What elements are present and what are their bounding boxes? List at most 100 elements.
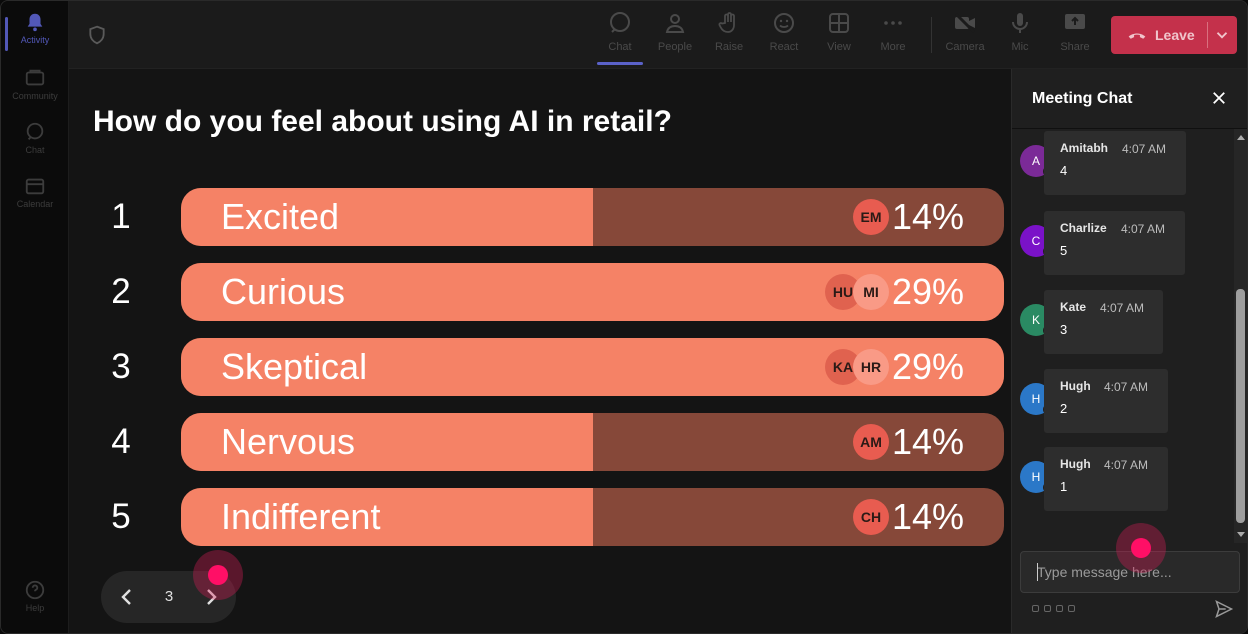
message-sender: Hugh xyxy=(1060,379,1091,393)
cursor-indicator xyxy=(1116,523,1166,573)
scroll-up-arrow-icon[interactable] xyxy=(1236,133,1246,141)
scroll-down-arrow-icon[interactable] xyxy=(1236,531,1246,539)
chevron-right-icon[interactable] xyxy=(199,585,223,609)
result-bar-fill xyxy=(181,488,593,546)
message-body: 4 xyxy=(1060,163,1068,178)
more-button-label: More xyxy=(880,41,906,53)
text-caret xyxy=(1037,563,1038,581)
result-bar-fill xyxy=(181,188,593,246)
message-sender: Amitabh xyxy=(1060,141,1108,155)
message-time: 4:07 AM xyxy=(1122,142,1167,156)
chat-icon xyxy=(26,122,44,140)
option-label: Indifferent xyxy=(221,496,381,537)
close-icon[interactable] xyxy=(1210,89,1228,107)
chat-button-label: Chat xyxy=(608,41,632,53)
voter-avatar[interactable]: MI xyxy=(853,274,889,310)
chat-message-input[interactable] xyxy=(1020,551,1240,593)
rail-item-label: Activity xyxy=(20,35,50,45)
option-percent: 14% xyxy=(891,196,964,237)
rail-item-help[interactable]: Help xyxy=(1,579,69,629)
rail-item-calendar[interactable]: Calendar xyxy=(1,175,69,225)
camera-button-label: Camera xyxy=(945,41,985,53)
gif-icon[interactable] xyxy=(1068,605,1075,612)
people-button[interactable]: People xyxy=(648,11,702,61)
raise-hand-icon xyxy=(718,12,735,33)
raise-hand-button[interactable]: Raise xyxy=(702,11,756,61)
rail-item-label: Help xyxy=(25,603,45,613)
chat-message[interactable]: Kate 4:07 AM 3 xyxy=(1044,290,1163,354)
voter-avatar[interactable]: EM xyxy=(853,199,889,235)
chat-message[interactable]: Charlize 4:07 AM 5 xyxy=(1044,211,1185,275)
avatar-initial: K xyxy=(1031,313,1040,327)
poll-option-row: 3 Skeptical 29% KA HR xyxy=(101,338,1011,396)
message-sender: Kate xyxy=(1060,300,1087,314)
more-dots-icon xyxy=(884,21,902,25)
share-button[interactable]: Share xyxy=(1048,11,1102,61)
message-body: 3 xyxy=(1060,322,1068,337)
emoji-icon xyxy=(774,13,794,33)
voter-avatar[interactable]: HU xyxy=(825,274,861,310)
camera-button[interactable]: Camera xyxy=(938,11,992,61)
send-icon[interactable] xyxy=(1214,599,1234,619)
mic-icon xyxy=(1012,13,1028,33)
chat-message[interactable]: Hugh 4:07 AM 1 xyxy=(1044,447,1168,511)
rail-item-chat[interactable]: Chat xyxy=(1,121,69,171)
rail-item-activity[interactable]: Activity xyxy=(1,11,69,61)
people-icon xyxy=(665,14,685,33)
raise-hand-button-label: Raise xyxy=(714,41,744,53)
leave-button[interactable]: Leave xyxy=(1111,16,1237,54)
toolbar-divider xyxy=(931,17,932,53)
result-bar: Indifferent 14% CH xyxy=(181,488,1004,546)
message-time: 4:07 AM xyxy=(1121,222,1166,236)
chat-bubble-icon xyxy=(610,12,630,33)
message-sender: Hugh xyxy=(1060,457,1091,471)
result-bar-fill xyxy=(181,413,593,471)
view-button-label: View xyxy=(827,41,851,53)
voter-avatar[interactable]: CH xyxy=(853,499,889,535)
chat-message[interactable]: Amitabh 4:07 AM 4 xyxy=(1044,131,1186,195)
message-time: 4:07 AM xyxy=(1104,380,1149,394)
chat-message[interactable]: Hugh 4:07 AM 2 xyxy=(1044,369,1168,433)
rail-item-label: Calendar xyxy=(16,199,54,209)
avatar-initial: A xyxy=(1031,154,1040,168)
result-bar: Skeptical 29% KA HR xyxy=(181,338,1004,396)
bell-icon xyxy=(27,13,43,32)
chat-title: Meeting Chat xyxy=(1032,90,1133,107)
mic-button-label: Mic xyxy=(1011,41,1029,53)
help-icon xyxy=(25,580,45,600)
mic-button[interactable]: Mic xyxy=(993,11,1047,61)
view-button[interactable]: View xyxy=(812,11,866,61)
voter-avatar[interactable]: HR xyxy=(853,349,889,385)
format-icon[interactable] xyxy=(1032,605,1039,612)
voter-avatar[interactable]: AM xyxy=(853,424,889,460)
message-body: 1 xyxy=(1060,479,1068,494)
community-icon xyxy=(25,69,45,86)
option-number: 5 xyxy=(111,497,131,536)
rail-item-label: Community xyxy=(12,91,58,101)
rail-item-community[interactable]: Community xyxy=(1,67,69,117)
chevron-left-icon[interactable] xyxy=(115,585,139,609)
chat-button[interactable]: Chat xyxy=(593,11,647,65)
option-number: 1 xyxy=(111,197,131,236)
option-label: Nervous xyxy=(221,421,356,462)
chevron-down-icon[interactable] xyxy=(1213,26,1231,44)
result-bar: Nervous 14% AM xyxy=(181,413,1004,471)
option-number: 2 xyxy=(111,272,131,311)
more-button[interactable]: More xyxy=(866,11,920,61)
camera-off-icon xyxy=(954,12,976,34)
chat-header: Meeting Chat xyxy=(1012,69,1247,129)
scrollbar-thumb[interactable] xyxy=(1236,289,1245,523)
option-percent: 14% xyxy=(891,421,964,462)
option-number: 4 xyxy=(111,422,131,461)
avatar-initial: C xyxy=(1031,234,1041,248)
shield-icon xyxy=(89,25,105,45)
option-percent: 29% xyxy=(891,346,964,387)
poll-option-row: 4 Nervous 14% AM xyxy=(101,413,1011,471)
left-rail: Activity Community Chat Calendar Help xyxy=(1,1,69,633)
poll-question: How do you feel about using AI in retail… xyxy=(93,105,672,138)
attach-icon[interactable] xyxy=(1044,605,1051,612)
react-button[interactable]: React xyxy=(757,11,811,61)
emoji-picker-icon[interactable] xyxy=(1056,605,1063,612)
message-sender: Charlize xyxy=(1060,221,1107,235)
